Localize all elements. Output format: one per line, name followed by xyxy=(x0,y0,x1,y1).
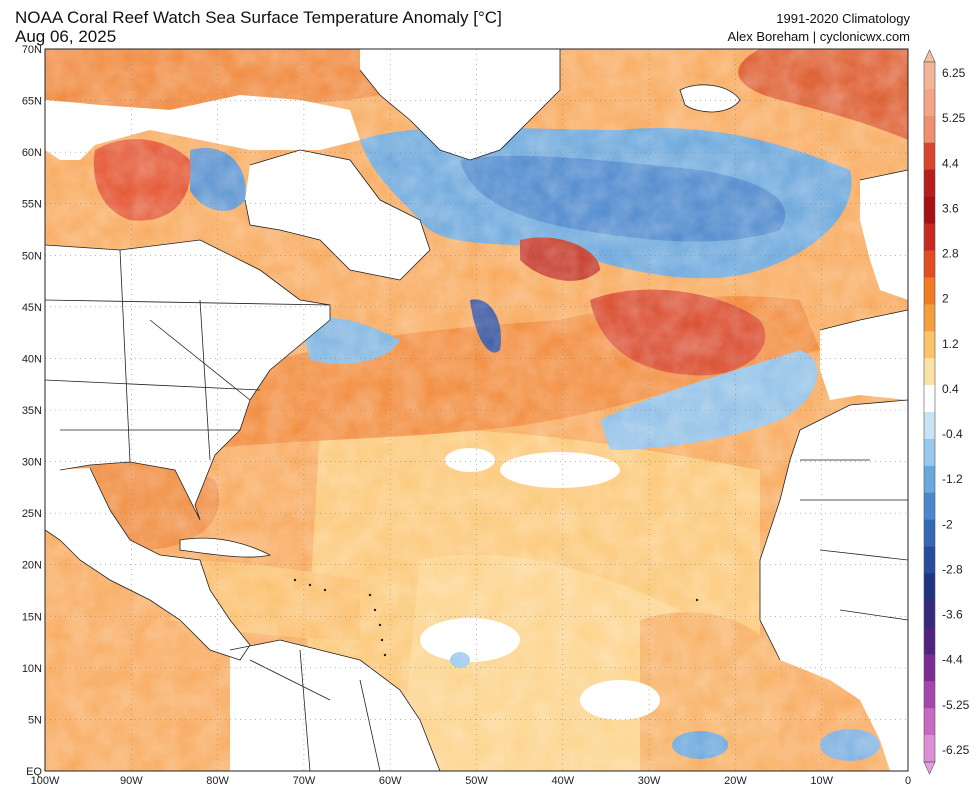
colorbar-segment xyxy=(924,250,935,278)
map-field xyxy=(45,49,908,771)
colorbar-segment xyxy=(924,196,935,225)
longitude-label: 40W xyxy=(551,775,574,787)
colorbar-label: -2.8 xyxy=(942,562,963,576)
longitude-label: 60W xyxy=(379,775,402,787)
latitude-label: 15N xyxy=(22,611,42,623)
map-frame xyxy=(44,48,909,772)
latitude-label: 20N xyxy=(22,560,42,572)
colorbar-label: -6.25 xyxy=(942,743,970,757)
latitude-label: 60N xyxy=(22,147,42,159)
credit-label: Alex Boreham | cyclonicwx.com xyxy=(727,29,910,44)
colorbar-segment xyxy=(924,304,935,332)
climatology-label: 1991-2020 Climatology xyxy=(776,11,910,26)
colorbar-label: 5.25 xyxy=(942,111,966,125)
colorbar-segment xyxy=(924,277,935,305)
latitude-labels: 70N 65N 60N 55N 50N 45N 40N 35N 30N 25N 20N 15N 10N 5… xyxy=(22,44,43,778)
colorbar-segment xyxy=(924,142,935,171)
colorbar-label: 6.25 xyxy=(942,66,966,80)
latitude-label: 45N xyxy=(22,302,42,314)
colorbar-segment xyxy=(924,438,935,467)
longitude-label: 70W xyxy=(293,775,316,787)
colorbar-segment xyxy=(924,600,935,628)
longitude-label: 50W xyxy=(465,775,488,787)
latitude-label: 70N xyxy=(22,44,42,56)
latitude-label: 65N xyxy=(22,96,42,108)
latitude-label: 35N xyxy=(22,405,42,417)
latitude-label: 5N xyxy=(28,714,42,726)
colorbar-label: 0.4 xyxy=(942,382,959,396)
latitude-label: 50N xyxy=(22,250,42,262)
latitude-label: 55N xyxy=(22,199,42,211)
colorbar-segment xyxy=(924,412,935,440)
longitude-label: 90W xyxy=(120,775,143,787)
colorbar-segment xyxy=(924,331,935,359)
colorbar-label: -3.6 xyxy=(942,608,963,622)
latitude-label: 40N xyxy=(22,353,42,365)
colorbar-label: -1.2 xyxy=(942,472,963,486)
colorbar-label: 4.4 xyxy=(942,156,959,170)
colorbar-frame xyxy=(923,61,936,763)
colorbar-segment xyxy=(924,708,935,736)
longitude-label: 100W xyxy=(31,775,60,787)
colorbar-segment xyxy=(924,573,935,601)
colorbar-label: -0.4 xyxy=(942,427,963,441)
colorbar-max-arrow xyxy=(923,49,936,63)
latitude-label: EQ xyxy=(26,766,42,778)
colorbar-label: -2 xyxy=(942,517,953,531)
latitude-label: 30N xyxy=(22,457,42,469)
map-date: Aug 06, 2025 xyxy=(15,27,117,46)
colorbar-segment xyxy=(924,169,935,198)
colorbar-label: -4.4 xyxy=(942,653,963,667)
colorbar-segment xyxy=(924,519,935,548)
colorbar-label: 2 xyxy=(942,292,949,306)
longitude-labels: 100W 90W 80W 70W 60W 50W 40W 30W 20W 10W 0 xyxy=(31,775,911,787)
map-title: NOAA Coral Reef Watch Sea Surface Temper… xyxy=(15,8,502,27)
longitude-label: 20W xyxy=(724,775,747,787)
colorbar-segment xyxy=(924,115,935,144)
colorbar-segment xyxy=(924,654,935,682)
colorbar-label: -5.25 xyxy=(942,698,970,712)
colorbar-segment xyxy=(924,223,935,251)
longitude-label: 30W xyxy=(638,775,661,787)
colorbar-segment xyxy=(924,681,935,709)
colorbar-label: 1.2 xyxy=(942,337,959,351)
colorbar-min-arrow xyxy=(923,761,936,775)
latitude-label: 10N xyxy=(22,663,42,675)
colorbar-segment xyxy=(924,465,935,494)
colorbar-segment xyxy=(924,492,935,521)
colorbar-segment xyxy=(924,358,935,386)
colorbar-segment xyxy=(924,546,935,575)
colorbar-segment xyxy=(924,385,935,413)
colorbar-label: 2.8 xyxy=(942,247,959,261)
colorbar-segment xyxy=(924,735,935,763)
colorbar-segment xyxy=(924,88,935,117)
longitude-label: 0 xyxy=(905,775,911,787)
colorbar-segment xyxy=(924,627,935,655)
longitude-label: 80W xyxy=(206,775,229,787)
grid-lines xyxy=(45,49,908,771)
colorbar-labels: 6.25 5.25 4.4 3.6 2.8 2 1.2 0.4 -0.4 -1.2 -2 -2.8 -3… xyxy=(942,66,970,757)
colorbar-segment xyxy=(924,62,935,90)
colorbar xyxy=(923,49,936,775)
latitude-label: 25N xyxy=(22,508,42,520)
longitude-label: 10W xyxy=(810,775,833,787)
colorbar-label: 3.6 xyxy=(942,201,959,215)
